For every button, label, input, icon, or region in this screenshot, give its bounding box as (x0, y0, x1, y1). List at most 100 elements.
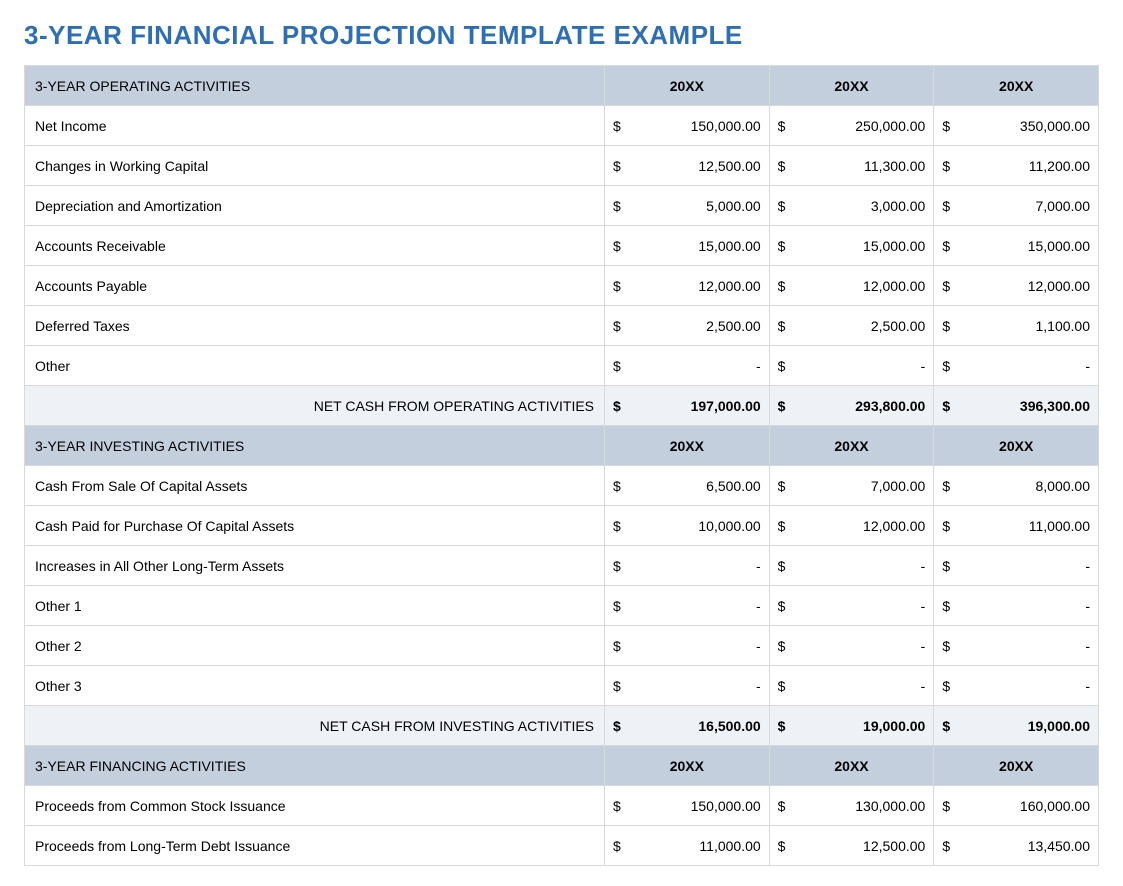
row-label: Cash From Sale Of Capital Assets (25, 466, 605, 506)
year-header-cell: 20XX (934, 746, 1099, 786)
currency-cell: $350,000.00 (934, 106, 1099, 146)
table-row: Increases in All Other Long-Term Assets$… (25, 546, 1099, 586)
row-label: Depreciation and Amortization (25, 186, 605, 226)
currency-cell: $- (769, 586, 934, 626)
section-header-label: 3-YEAR OPERATING ACTIVITIES (25, 66, 605, 106)
currency-cell: $3,000.00 (769, 186, 934, 226)
currency-cell: $6,500.00 (605, 466, 770, 506)
currency-cell: $2,500.00 (605, 306, 770, 346)
currency-cell: $- (934, 346, 1099, 386)
currency-cell: $2,500.00 (769, 306, 934, 346)
currency-cell: $250,000.00 (769, 106, 934, 146)
year-header-cell: 20XX (605, 426, 770, 466)
currency-cell: $- (605, 546, 770, 586)
row-label: Proceeds from Long-Term Debt Issuance (25, 826, 605, 866)
table-row: Cash From Sale Of Capital Assets$6,500.0… (25, 466, 1099, 506)
table-row: Other$-$-$- (25, 346, 1099, 386)
table-row: Proceeds from Common Stock Issuance$150,… (25, 786, 1099, 826)
financial-projection-table: 3-YEAR OPERATING ACTIVITIES20XX20XX20XXN… (24, 65, 1099, 866)
row-label: Other 1 (25, 586, 605, 626)
year-header-cell: 20XX (605, 746, 770, 786)
currency-cell: $150,000.00 (605, 786, 770, 826)
year-header-cell: 20XX (934, 426, 1099, 466)
currency-cell: $197,000.00 (605, 386, 770, 426)
currency-cell: $- (934, 666, 1099, 706)
currency-cell: $7,000.00 (934, 186, 1099, 226)
section-header-row: 3-YEAR OPERATING ACTIVITIES20XX20XX20XX (25, 66, 1099, 106)
currency-cell: $12,000.00 (769, 266, 934, 306)
year-header-cell: 20XX (605, 66, 770, 106)
currency-cell: $- (934, 626, 1099, 666)
row-label: Deferred Taxes (25, 306, 605, 346)
year-header-cell: 20XX (769, 426, 934, 466)
currency-cell: $130,000.00 (769, 786, 934, 826)
currency-cell: $- (769, 346, 934, 386)
year-header-cell: 20XX (934, 66, 1099, 106)
currency-cell: $1,100.00 (934, 306, 1099, 346)
row-label: Other 2 (25, 626, 605, 666)
table-row: Other 1$-$-$- (25, 586, 1099, 626)
table-row: Other 2$-$-$- (25, 626, 1099, 666)
currency-cell: $15,000.00 (605, 226, 770, 266)
currency-cell: $12,500.00 (769, 826, 934, 866)
subtotal-row: NET CASH FROM INVESTING ACTIVITIES$16,50… (25, 706, 1099, 746)
table-row: Accounts Receivable$15,000.00$15,000.00$… (25, 226, 1099, 266)
section-header-label: 3-YEAR FINANCING ACTIVITIES (25, 746, 605, 786)
currency-cell: $19,000.00 (934, 706, 1099, 746)
row-label: Accounts Receivable (25, 226, 605, 266)
currency-cell: $19,000.00 (769, 706, 934, 746)
table-row: Depreciation and Amortization$5,000.00$3… (25, 186, 1099, 226)
currency-cell: $12,000.00 (769, 506, 934, 546)
currency-cell: $15,000.00 (769, 226, 934, 266)
year-header-cell: 20XX (769, 746, 934, 786)
currency-cell: $16,500.00 (605, 706, 770, 746)
currency-cell: $11,300.00 (769, 146, 934, 186)
table-row: Cash Paid for Purchase Of Capital Assets… (25, 506, 1099, 546)
currency-cell: $- (605, 586, 770, 626)
currency-cell: $160,000.00 (934, 786, 1099, 826)
currency-cell: $- (769, 666, 934, 706)
currency-cell: $396,300.00 (934, 386, 1099, 426)
currency-cell: $12,000.00 (605, 266, 770, 306)
section-header-row: 3-YEAR FINANCING ACTIVITIES20XX20XX20XX (25, 746, 1099, 786)
table-row: Other 3$-$-$- (25, 666, 1099, 706)
currency-cell: $10,000.00 (605, 506, 770, 546)
row-label: Changes in Working Capital (25, 146, 605, 186)
currency-cell: $- (934, 546, 1099, 586)
currency-cell: $12,500.00 (605, 146, 770, 186)
subtotal-row: NET CASH FROM OPERATING ACTIVITIES$197,0… (25, 386, 1099, 426)
row-label: Proceeds from Common Stock Issuance (25, 786, 605, 826)
row-label: Increases in All Other Long-Term Assets (25, 546, 605, 586)
row-label: Accounts Payable (25, 266, 605, 306)
row-label: Cash Paid for Purchase Of Capital Assets (25, 506, 605, 546)
table-row: Accounts Payable$12,000.00$12,000.00$12,… (25, 266, 1099, 306)
subtotal-label: NET CASH FROM OPERATING ACTIVITIES (25, 386, 605, 426)
currency-cell: $8,000.00 (934, 466, 1099, 506)
row-label: Net Income (25, 106, 605, 146)
currency-cell: $293,800.00 (769, 386, 934, 426)
currency-cell: $12,000.00 (934, 266, 1099, 306)
currency-cell: $- (934, 586, 1099, 626)
currency-cell: $5,000.00 (605, 186, 770, 226)
currency-cell: $- (605, 626, 770, 666)
currency-cell: $- (769, 546, 934, 586)
currency-cell: $- (605, 346, 770, 386)
currency-cell: $150,000.00 (605, 106, 770, 146)
currency-cell: $- (769, 626, 934, 666)
currency-cell: $11,000.00 (605, 826, 770, 866)
row-label: Other 3 (25, 666, 605, 706)
currency-cell: $11,000.00 (934, 506, 1099, 546)
table-row: Changes in Working Capital$12,500.00$11,… (25, 146, 1099, 186)
currency-cell: $11,200.00 (934, 146, 1099, 186)
section-header-label: 3-YEAR INVESTING ACTIVITIES (25, 426, 605, 466)
page-title: 3-YEAR FINANCIAL PROJECTION TEMPLATE EXA… (24, 20, 1099, 51)
row-label: Other (25, 346, 605, 386)
year-header-cell: 20XX (769, 66, 934, 106)
subtotal-label: NET CASH FROM INVESTING ACTIVITIES (25, 706, 605, 746)
table-row: Proceeds from Long-Term Debt Issuance$11… (25, 826, 1099, 866)
currency-cell: $7,000.00 (769, 466, 934, 506)
section-header-row: 3-YEAR INVESTING ACTIVITIES20XX20XX20XX (25, 426, 1099, 466)
table-row: Deferred Taxes$2,500.00$2,500.00$1,100.0… (25, 306, 1099, 346)
currency-cell: $13,450.00 (934, 826, 1099, 866)
currency-cell: $15,000.00 (934, 226, 1099, 266)
